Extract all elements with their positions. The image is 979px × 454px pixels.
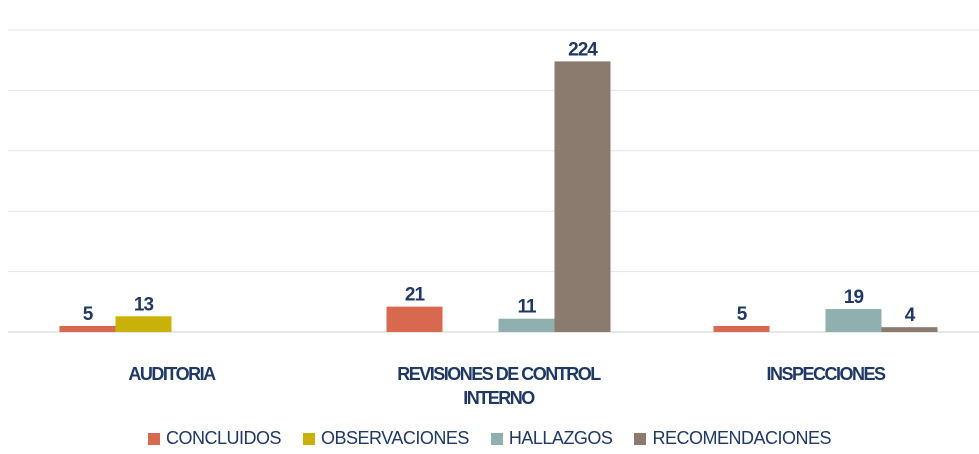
x-tick-label: REVISIONES DE CONTROL INTERNO bbox=[397, 364, 601, 408]
bar bbox=[386, 306, 443, 332]
bar bbox=[59, 325, 116, 332]
legend-item: RECOMENDACIONES bbox=[634, 428, 831, 449]
legend-item: OBSERVACIONES bbox=[303, 428, 469, 449]
legend-label: OBSERVACIONES bbox=[321, 428, 469, 448]
bar bbox=[713, 325, 770, 332]
data-label: 5 bbox=[737, 304, 748, 325]
bar bbox=[825, 309, 882, 332]
data-label: 224 bbox=[568, 39, 598, 60]
x-tick-label: AUDITORIA bbox=[128, 364, 216, 384]
bar bbox=[115, 316, 172, 332]
legend-label: HALLAZGOS bbox=[508, 428, 613, 448]
legend-swatch bbox=[490, 432, 503, 445]
data-label: 11 bbox=[517, 297, 537, 318]
data-label: 4 bbox=[905, 305, 916, 326]
data-label: 13 bbox=[134, 294, 154, 315]
data-label: 5 bbox=[83, 304, 94, 325]
bar bbox=[881, 327, 938, 332]
legend: CONCLUIDOS OBSERVACIONES HALLAZGOS RECOMEND… bbox=[0, 428, 979, 449]
bar bbox=[554, 61, 611, 333]
legend-item: HALLAZGOS bbox=[490, 428, 613, 449]
data-label: 19 bbox=[844, 287, 864, 308]
data-label: 21 bbox=[405, 285, 426, 306]
legend-swatch bbox=[303, 432, 316, 445]
legend-swatch bbox=[634, 432, 647, 445]
x-tick-label: INSPECCIONES bbox=[766, 364, 886, 384]
legend-item: CONCLUIDOS bbox=[148, 428, 282, 449]
bar bbox=[498, 318, 555, 332]
legend-swatch bbox=[148, 432, 160, 445]
legend-label: CONCLUIDOS bbox=[166, 428, 282, 448]
legend-label: RECOMENDACIONES bbox=[652, 428, 831, 448]
